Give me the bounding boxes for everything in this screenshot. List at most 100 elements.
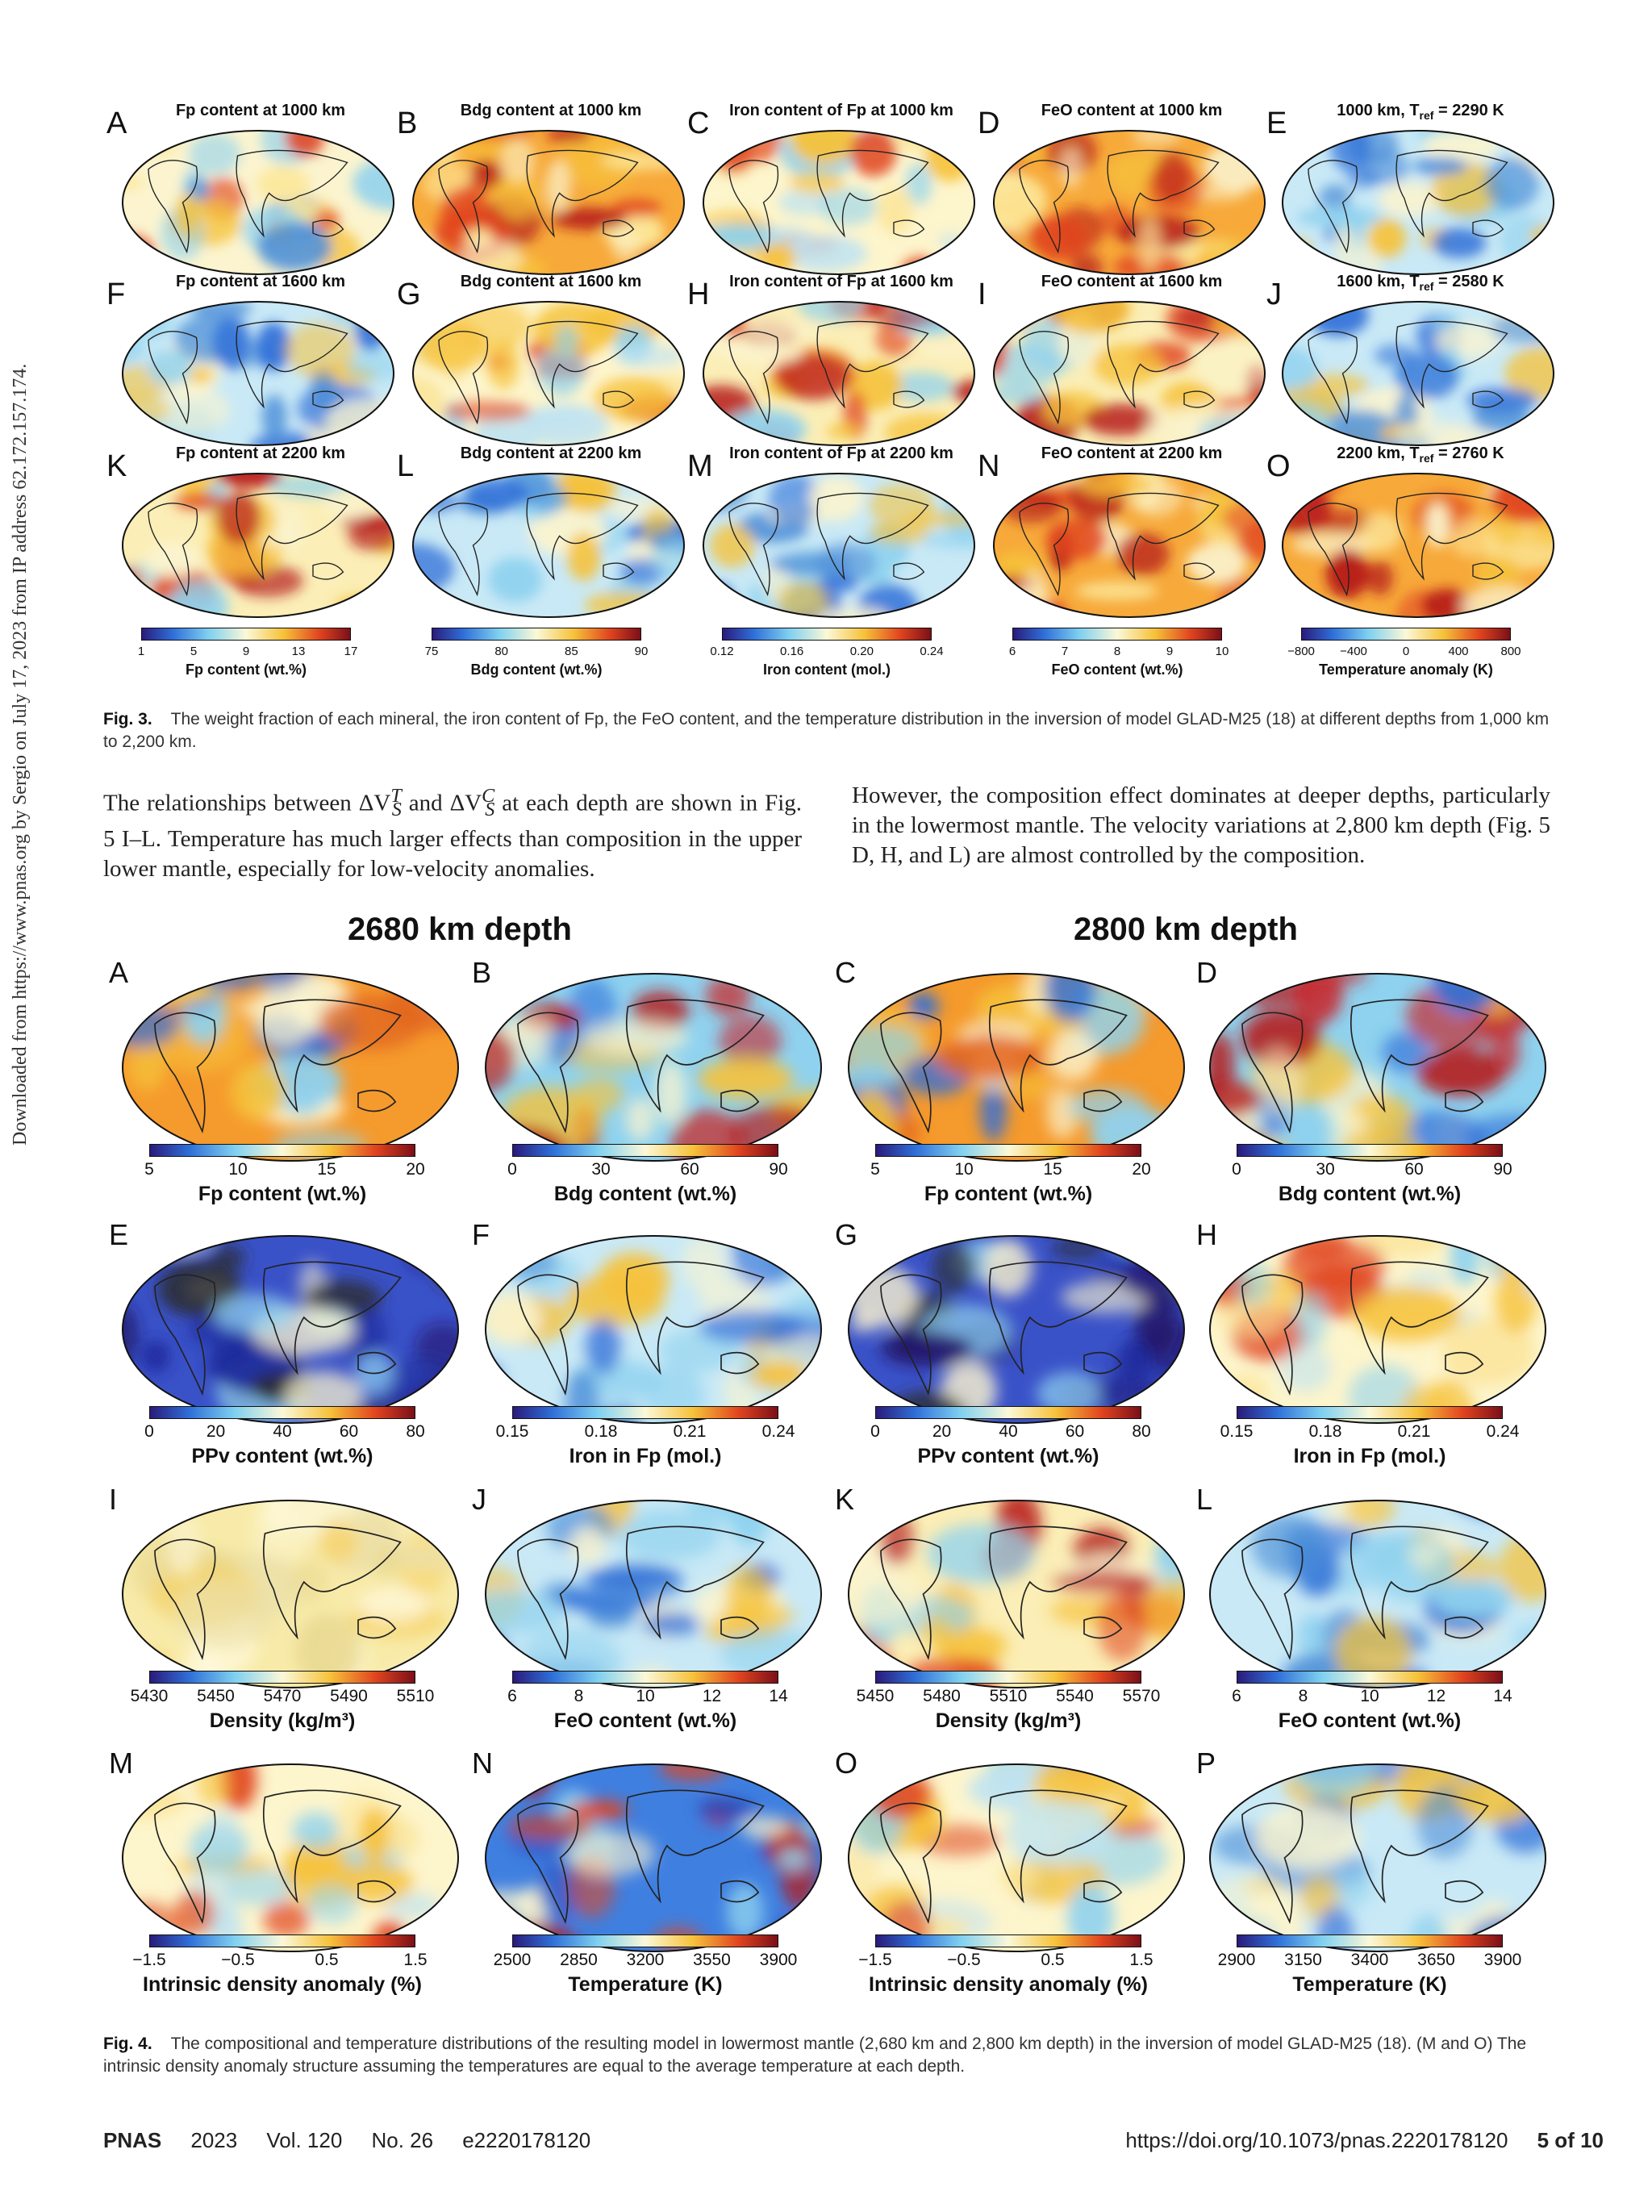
- colorbar-tick: 6: [1232, 1687, 1241, 1705]
- colorbar-tick: 80: [494, 645, 508, 658]
- fig4-colorbar-gradient-I: [149, 1671, 415, 1684]
- body-left-mid: and ΔV: [401, 790, 482, 816]
- colorbar-tick: 1.5: [403, 1951, 428, 1969]
- fig4-map-wrapper-D: [1208, 972, 1547, 1167]
- fig4-colorbar-gradient-C: [875, 1144, 1141, 1157]
- fig4-colorbar-gradient-O: [875, 1934, 1141, 1947]
- global-map-I: [993, 301, 1266, 446]
- panel-title-text-C: Iron content of Fp at 1000 km: [729, 102, 953, 119]
- fig4-global-map-P: [1209, 1763, 1546, 1952]
- fig4-global-map-M: [122, 1763, 459, 1952]
- fig4-global-map-O: [848, 1763, 1185, 1952]
- panel-letter-L: L: [397, 449, 415, 483]
- panel-letter-G: G: [397, 278, 421, 311]
- colorbar-tick: 75: [424, 645, 439, 658]
- fig4-colorbar-J: [512, 1671, 778, 1688]
- colorbar-tick: 1: [137, 645, 145, 658]
- fig4-colorbar-label-F: Iron in Fp (mol.): [569, 1445, 722, 1467]
- fig3-colorbar-0: [141, 628, 351, 645]
- fig4-colorbar-label-H: Iron in Fp (mol.): [1293, 1445, 1446, 1467]
- fig4-colorbar-gradient-F: [512, 1406, 778, 1419]
- panel-title-text-A: Fp content at 1000 km: [175, 102, 346, 119]
- footer-journal: PNAS: [103, 2128, 162, 2152]
- colorbar-tick: 90: [1493, 1160, 1512, 1179]
- colorbar-tick: 20: [206, 1422, 226, 1441]
- colorbar-tick: 0.18: [584, 1422, 618, 1441]
- fig4-global-map-H: [1209, 1235, 1546, 1424]
- body-left-sub2: S: [485, 799, 495, 821]
- colorbar-tick: 90: [769, 1160, 788, 1179]
- panel-title-sub-J: ref: [1419, 280, 1434, 293]
- fig4-panel-letter-F: F: [472, 1218, 490, 1251]
- fig4-colorbar-gradient-B: [512, 1144, 778, 1157]
- figure-3-caption-text: The weight fraction of each mineral, the…: [103, 710, 1550, 751]
- map-wrapper-J: [1281, 300, 1555, 451]
- fig4-colorbar-label-E: PPv content (wt.%): [191, 1445, 373, 1467]
- map-wrapper-G: [411, 300, 686, 451]
- colorbar-tick: 5: [870, 1160, 880, 1179]
- colorbar-tick: 3550: [693, 1951, 731, 1969]
- footer-page: 5 of 10: [1537, 2128, 1604, 2152]
- global-map-A: [122, 130, 394, 275]
- fig4-colorbar-D: [1237, 1144, 1503, 1161]
- global-map-F: [122, 301, 394, 446]
- colorbar-tick: 3400: [1350, 1951, 1389, 1969]
- global-map-L: [412, 473, 685, 618]
- fig4-map-wrapper-L: [1208, 1499, 1547, 1693]
- footer-doi-link[interactable]: https://doi.org/10.1073/pnas.2220178120: [1125, 2128, 1508, 2152]
- fig4-colorbar-label-G: PPv content (wt.%): [917, 1445, 1099, 1467]
- panel-title-F: Fp content at 1600 km: [127, 273, 394, 291]
- colorbar-tick: −400: [1340, 645, 1367, 658]
- colorbar-tick: 2900: [1217, 1951, 1256, 1969]
- fig4-colorbar-gradient-G: [875, 1406, 1141, 1419]
- body-right-text: However, the composition effect dominate…: [852, 783, 1550, 868]
- body-left-sup1: T: [390, 785, 402, 807]
- panel-letter-H: H: [687, 278, 710, 311]
- figure-4-caption-label: Fig. 4.: [103, 2035, 152, 2053]
- panel-title-L: Bdg content at 2200 km: [418, 444, 684, 463]
- global-map-K: [122, 473, 394, 618]
- map-wrapper-O: [1281, 472, 1555, 623]
- panel-title-text-G: Bdg content at 1600 km: [460, 273, 642, 290]
- colorbar-tick: 0.16: [780, 645, 804, 658]
- figure-3-caption-label: Fig. 3.: [103, 710, 152, 728]
- colorbar-tick: 80: [1132, 1422, 1151, 1441]
- footer-left: PNAS 2023 Vol. 120 No. 26 e2220178120: [103, 2128, 590, 2153]
- fig4-colorbar-gradient-L: [1237, 1671, 1503, 1684]
- global-map-C: [703, 130, 975, 275]
- fig4-colorbar-label-L: FeO content (wt.%): [1278, 1709, 1462, 1732]
- fig4-colorbar-label-P: Temperature (K): [1292, 1973, 1447, 1996]
- colorbar-tick: −1.5: [132, 1951, 166, 1969]
- fig4-map-wrapper-N: [484, 1763, 823, 1957]
- figure-4-caption-text: The compositional and temperature distri…: [103, 2035, 1527, 2076]
- colorbar-tick: 5510: [396, 1687, 435, 1705]
- colorbar-tick: 60: [1404, 1160, 1424, 1179]
- map-wrapper-N: [992, 472, 1266, 623]
- panel-letter-F: F: [106, 278, 126, 311]
- fig3-colorbar-gradient-2: [722, 628, 932, 641]
- fig4-heading-left: 2680 km depth: [348, 912, 572, 947]
- map-wrapper-A: [121, 129, 395, 280]
- panel-letter-E: E: [1266, 106, 1287, 140]
- fig4-colorbar-M: [149, 1934, 415, 1951]
- fig4-global-map-C: [848, 973, 1185, 1162]
- fig3-colorbar-gradient-0: [141, 628, 351, 641]
- fig4-heading-right: 2800 km depth: [1074, 912, 1298, 947]
- panel-letter-A: A: [106, 106, 127, 140]
- colorbar-tick: 15: [317, 1160, 336, 1179]
- fig4-colorbar-A: [149, 1144, 415, 1161]
- map-wrapper-I: [992, 300, 1266, 451]
- fig4-colorbar-G: [875, 1406, 1141, 1423]
- colorbar-tick: 60: [1065, 1422, 1085, 1441]
- panel-title-text-K: Fp content at 2200 km: [175, 444, 346, 462]
- footer-article: e2220178120: [462, 2128, 591, 2152]
- panel-title-J: 1600 km, Tref = 2580 K: [1287, 273, 1554, 293]
- panel-title-text-H: Iron content of Fp at 1600 km: [729, 273, 953, 290]
- colorbar-tick: 20: [932, 1422, 952, 1441]
- fig4-colorbar-label-M: Intrinsic density anomaly (%): [143, 1973, 422, 1996]
- footer-volume: Vol. 120: [266, 2128, 343, 2152]
- panel-title-text-B: Bdg content at 1000 km: [460, 102, 642, 119]
- fig3-colorbar-gradient-4: [1301, 628, 1511, 641]
- fig4-colorbar-gradient-N: [512, 1934, 778, 1947]
- colorbar-tick: 60: [680, 1160, 699, 1179]
